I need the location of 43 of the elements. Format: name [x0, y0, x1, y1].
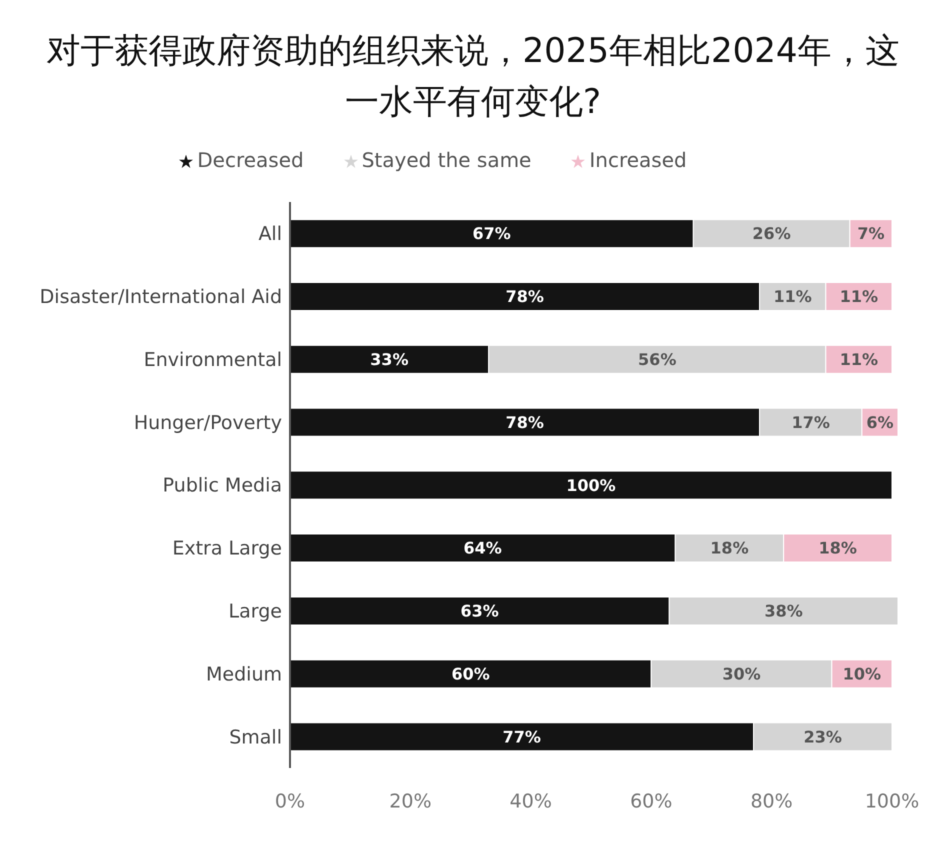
- data-label: 38%: [764, 602, 803, 621]
- y-tick-label: All: [258, 223, 282, 246]
- data-label: 26%: [752, 224, 791, 244]
- data-label: 56%: [638, 350, 676, 369]
- data-label: 11%: [840, 287, 878, 306]
- x-tick-label: 80%: [750, 790, 793, 812]
- data-label: 33%: [370, 350, 408, 369]
- data-label: 64%: [463, 538, 502, 558]
- data-label: 78%: [506, 412, 544, 432]
- legend-label: Increased: [589, 148, 687, 172]
- data-label: 18%: [710, 538, 749, 558]
- data-label: 30%: [722, 664, 761, 684]
- data-label: 7%: [857, 224, 884, 244]
- data-label: 11%: [840, 350, 878, 369]
- data-label: 67%: [472, 224, 511, 244]
- y-tick-label: Large: [228, 600, 282, 623]
- data-label: 11%: [774, 287, 812, 306]
- data-label: 23%: [804, 727, 842, 746]
- y-tick-label: Medium: [206, 663, 282, 686]
- y-tick-label: Disaster/International Aid: [40, 286, 282, 308]
- chart-title: 对于获得政府资助的组织来说，2025年相比2024年，这一水平有何变化?: [45, 30, 901, 124]
- data-label: 60%: [451, 664, 490, 684]
- data-label: 18%: [818, 538, 857, 558]
- x-tick-label: 40%: [510, 790, 552, 812]
- legend-label: Decreased: [197, 148, 304, 172]
- x-tick-label: 60%: [630, 790, 672, 812]
- x-tick-label: 20%: [389, 790, 432, 812]
- y-tick-label: Hunger/Poverty: [134, 412, 282, 434]
- data-label: 63%: [460, 602, 499, 621]
- y-tick-label: Environmental: [144, 348, 282, 371]
- y-tick-label: Extra Large: [172, 538, 282, 560]
- y-tick-label: Small: [229, 726, 282, 748]
- data-label: 77%: [502, 727, 541, 746]
- bar: [290, 470, 892, 500]
- data-label: 78%: [506, 287, 544, 306]
- y-tick-label: Public Media: [162, 474, 282, 497]
- legend-label: Stayed the same: [362, 148, 532, 172]
- x-tick-label: 0%: [274, 790, 306, 812]
- data-label: 6%: [866, 412, 894, 432]
- data-label: 10%: [842, 664, 882, 684]
- data-label: 17%: [792, 412, 830, 432]
- x-tick-label: 100%: [864, 790, 920, 812]
- data-label: 100%: [566, 476, 616, 495]
